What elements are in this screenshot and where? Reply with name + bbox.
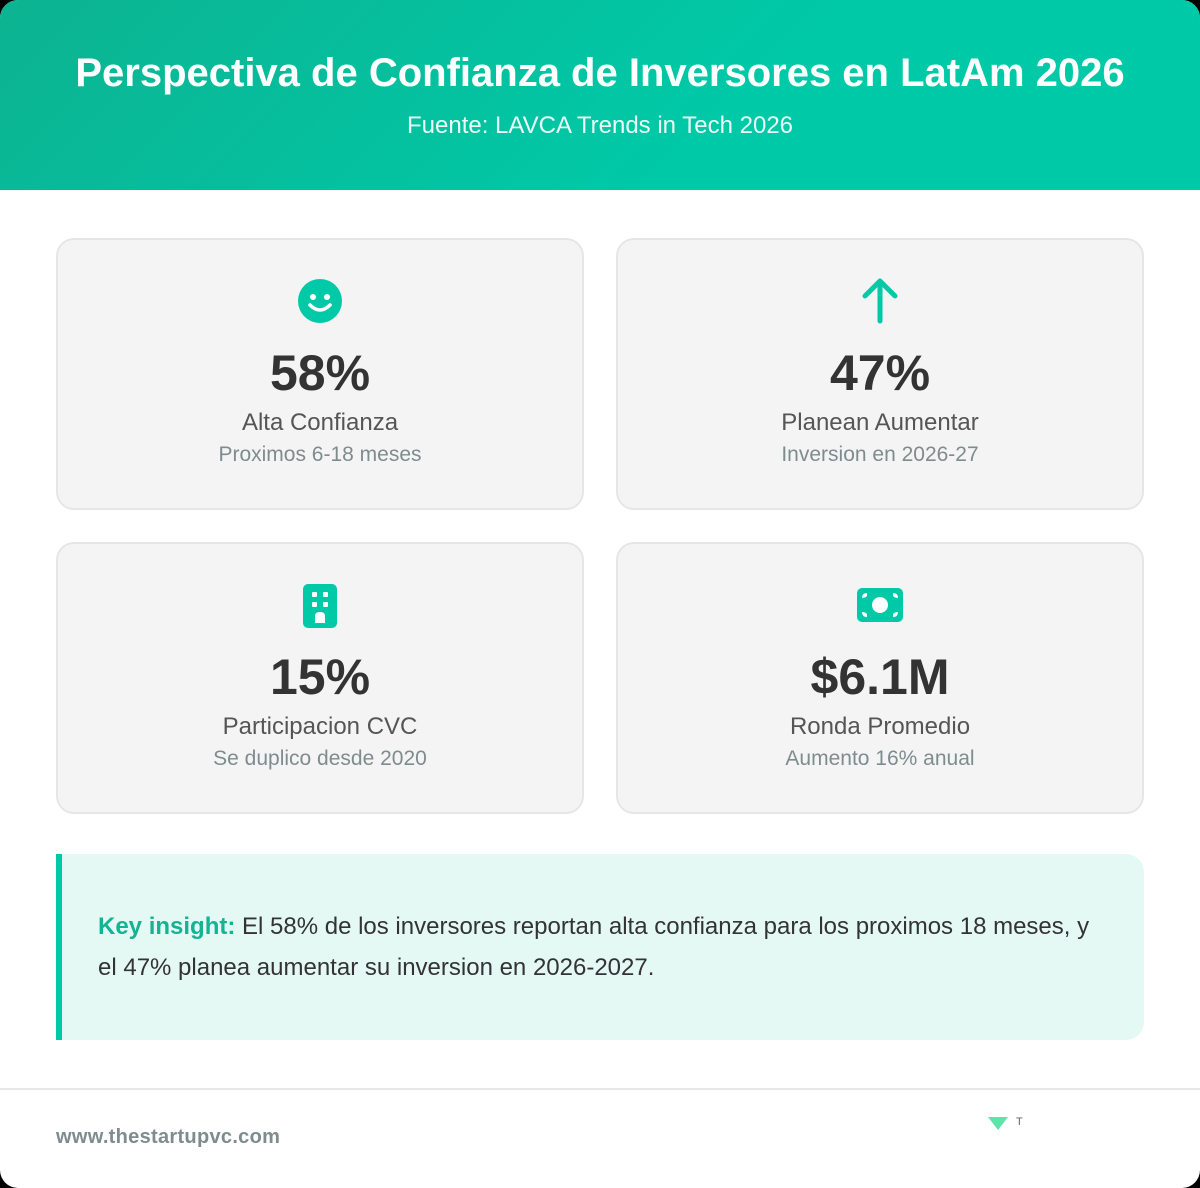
stat-sublabel: Se duplico desde 2020	[213, 747, 427, 770]
stat-card-increase: 47% Planean Aumentar Inversion en 2026-2…	[616, 238, 1144, 510]
key-insight-text: El 58% de los inversores reportan alta c…	[98, 913, 1090, 981]
stat-sublabel: Inversion en 2026-27	[781, 443, 979, 466]
stat-card-cvc: 15% Participacion CVC Se duplico desde 2…	[56, 542, 584, 814]
stat-label: Alta Confianza	[241, 409, 399, 436]
stat-label: Planean Aumentar	[781, 409, 979, 436]
stat-value: 47%	[829, 345, 931, 401]
stat-label: Participacion CVC	[222, 713, 418, 740]
arrow-up-icon	[618, 276, 1142, 326]
footer-website-link[interactable]: www.thestartupvc.com	[56, 1126, 281, 1148]
stat-value: 15%	[269, 649, 371, 705]
stat-value: 58%	[269, 345, 371, 401]
stat-card-round: $6.1M Ronda Promedio Aumento 16% anual	[616, 542, 1144, 814]
page-title: Perspectiva de Confianza de Inversores e…	[75, 51, 1125, 95]
building-icon	[58, 580, 582, 630]
stat-sublabel: Aumento 16% anual	[785, 747, 975, 770]
stats-grid: 58% Alta Confianza Proximos 6-18 meses 4…	[56, 238, 1144, 814]
logo-triangle-icon	[988, 1117, 1008, 1130]
header-banner: Perspectiva de Confianza de Inversores e…	[0, 0, 1200, 190]
stat-label: Ronda Promedio	[789, 713, 971, 740]
stat-sublabel: Proximos 6-18 meses	[218, 443, 422, 466]
key-insight-label: Key insight:	[98, 913, 236, 940]
money-bill-icon	[618, 580, 1142, 630]
smiley-face-icon	[58, 276, 582, 326]
key-insight-box: Key insight: El 58% de los inversores re…	[56, 854, 1144, 1040]
logo-text: T	[1016, 1116, 1023, 1128]
footer-logo: T	[988, 1116, 1023, 1130]
source-subtitle: Fuente: LAVCA Trends in Tech 2026	[406, 112, 794, 139]
stat-value: $6.1M	[810, 649, 950, 705]
stat-card-confidence: 58% Alta Confianza Proximos 6-18 meses	[56, 238, 584, 510]
footer-divider	[0, 1088, 1200, 1090]
